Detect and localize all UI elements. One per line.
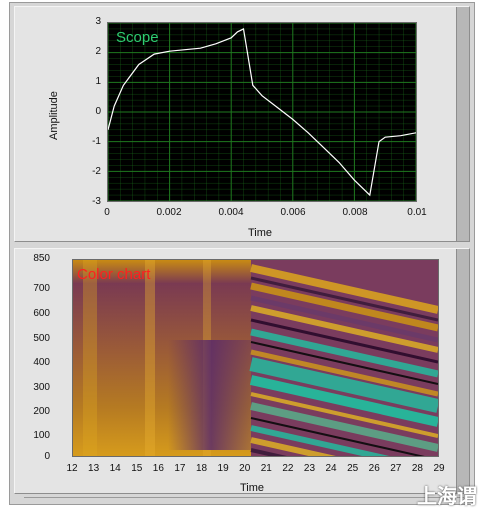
scope-x-tick: 0.006 — [280, 207, 306, 218]
scope-x-tick: 0.01 — [407, 207, 427, 218]
color-stripe — [250, 305, 438, 353]
color-chart-x-tick: 12 — [66, 463, 78, 474]
color-stripe — [250, 417, 425, 456]
color-chart-x-tick: 24 — [325, 463, 337, 474]
color-chart-x-tick: 25 — [347, 463, 359, 474]
scope-y-tick: 3 — [95, 16, 101, 27]
color-chart-x-axis-title: Time — [240, 482, 265, 494]
color-stripe — [250, 341, 438, 385]
scope-x-tick: 0 — [104, 207, 110, 218]
scope-title: Scope — [116, 29, 159, 46]
color-chart-y-tick: 700 — [33, 283, 50, 294]
color-chart-y-tick: 0 — [44, 451, 50, 462]
color-chart-x-tick: 13 — [88, 463, 100, 474]
color-chart-y-tick: 300 — [33, 382, 50, 393]
color-chart-x-tick: 21 — [260, 463, 272, 474]
scope-x-tick: 0.002 — [156, 207, 182, 218]
color-chart-x-tick: 22 — [282, 463, 294, 474]
color-chart-x-tick: 15 — [131, 463, 143, 474]
scope-x-tick: 0.008 — [342, 207, 368, 218]
color-chart-y-tick: 500 — [33, 333, 50, 344]
scope-y-axis-title: Amplitude — [48, 91, 60, 140]
color-chart-y-tick: 200 — [33, 406, 50, 417]
watermark-logo: 上海谓 — [417, 484, 477, 508]
scope-x-axis-title: Time — [248, 227, 273, 239]
color-stripe — [250, 295, 438, 343]
vertical-band-2 — [145, 260, 155, 456]
purple-region — [168, 340, 253, 450]
scope-y-tick: 2 — [95, 46, 101, 57]
color-stripe — [250, 437, 336, 456]
color-chart-x-tick: 29 — [433, 463, 445, 474]
color-chart-x-tick: 14 — [109, 463, 121, 474]
color-chart-panel-edge — [456, 249, 469, 493]
color-chart-graph — [73, 260, 438, 456]
color-stripe — [250, 392, 438, 438]
color-chart-x-tick: 27 — [390, 463, 402, 474]
scope-y-tick: -2 — [92, 166, 101, 177]
color-stripe — [250, 318, 438, 364]
diagonal-stripes — [249, 264, 438, 456]
scope-graph — [108, 23, 416, 201]
scope-waveform — [108, 28, 416, 197]
color-chart-plot-area[interactable]: Color chart — [72, 259, 439, 457]
color-chart-x-tick: 28 — [411, 463, 423, 474]
color-chart-x-tick: 17 — [174, 463, 186, 474]
color-stripe — [250, 425, 390, 456]
color-stripe — [250, 264, 438, 314]
scope-y-tick: 0 — [95, 106, 101, 117]
scope-x-tick: 0.004 — [218, 207, 244, 218]
color-chart-y-tick: 400 — [33, 357, 50, 368]
scope-plot-area[interactable]: Scope — [107, 22, 417, 202]
color-chart-title: Color chart — [77, 266, 151, 283]
color-stripe — [250, 402, 438, 452]
color-chart-y-tick: 850 — [33, 253, 50, 264]
scope-y-tick: -3 — [92, 196, 101, 207]
bottom-divider — [24, 497, 464, 498]
scope-y-tick: 1 — [95, 76, 101, 87]
vertical-band-1 — [83, 260, 97, 456]
color-chart-x-tick: 16 — [152, 463, 164, 474]
color-chart-x-tick: 18 — [195, 463, 208, 474]
color-stripe — [250, 328, 438, 378]
color-chart-x-tick: 19 — [217, 463, 229, 474]
scope-panel-edge — [456, 7, 469, 241]
color-chart-x-tick: 20 — [239, 463, 251, 474]
color-stripe — [249, 375, 438, 427]
color-stripe — [249, 357, 438, 413]
color-chart-y-tick: 600 — [33, 308, 50, 319]
scope-y-tick: -1 — [92, 136, 101, 147]
color-chart-x-tick: 23 — [303, 463, 316, 474]
color-chart-x-tick: 26 — [368, 463, 380, 474]
color-stripe — [250, 276, 438, 322]
color-stripe — [250, 349, 438, 397]
color-chart-y-tick: 100 — [33, 430, 50, 441]
color-stripe — [250, 282, 438, 332]
